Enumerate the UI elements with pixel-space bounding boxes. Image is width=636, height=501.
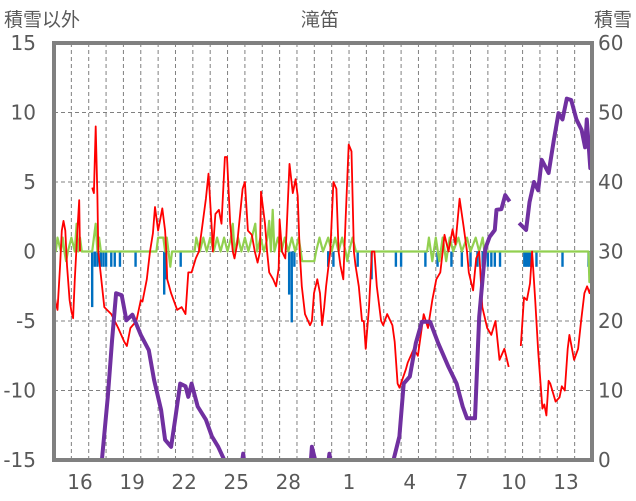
left-tick-label: -15 [3, 448, 36, 472]
right-tick-label: 0 [598, 448, 611, 472]
chart-title: 滝笛 [301, 9, 339, 31]
blue-bars-bar [526, 251, 529, 267]
blue-bars-bar [134, 251, 137, 267]
x-tick-label: 16 [67, 470, 92, 494]
blue-bars-bar [118, 251, 122, 267]
x-tick-label: 4 [403, 470, 416, 494]
right-tick-label: 60 [598, 31, 623, 55]
x-tick-label: 1 [343, 470, 356, 494]
blue-bars-bar [96, 251, 99, 267]
right-tick-label: 30 [598, 240, 623, 264]
x-tick-label: 22 [171, 470, 196, 494]
blue-bars-bar [469, 251, 472, 267]
blue-bars-bar [287, 251, 291, 295]
blue-bars-bar [327, 251, 330, 267]
left-axis-title: 積雪以外 [4, 9, 80, 31]
blue-bars-bar [399, 251, 403, 267]
red-line [53, 199, 81, 320]
blue-bars-bar [450, 251, 453, 267]
right-tick-label: 10 [598, 379, 623, 403]
right-tick-label: 20 [598, 309, 623, 333]
left-tick-label: 15 [11, 31, 36, 55]
blue-bars-bar [493, 251, 497, 267]
blue-bars-bar [163, 251, 166, 295]
blue-bars-bar [460, 251, 464, 267]
blue-bars-bar [394, 251, 398, 267]
blue-bars-bar [102, 251, 105, 267]
blue-bars-bar [436, 251, 439, 267]
plot-frame [52, 41, 594, 462]
right-tick-label: 50 [598, 101, 623, 125]
left-tick-label: 5 [23, 170, 36, 194]
x-tick-label: 19 [119, 470, 144, 494]
left-tick-label: -5 [16, 309, 36, 333]
left-tick-label: 0 [23, 240, 36, 264]
snow-depth [517, 96, 594, 232]
blue-bars-bar [561, 251, 564, 267]
blue-bars-bar [93, 251, 96, 267]
x-tick-label: 28 [276, 470, 301, 494]
blue-bars-bar [528, 251, 531, 267]
left-tick-label: -10 [3, 379, 36, 403]
x-tick-label: 10 [501, 470, 526, 494]
blue-bars-bar [535, 251, 538, 267]
blue-bars-bar [523, 251, 526, 267]
x-tick-label: 13 [553, 470, 578, 494]
blue-bars-bar [332, 251, 335, 267]
blue-bars-bar [90, 251, 94, 308]
blue-bars-bar [293, 251, 296, 267]
right-axis-title: 積雪 [594, 9, 632, 31]
blue-bars-bar [113, 251, 116, 267]
blue-bars-bar [476, 251, 479, 267]
blue-bars-bar [290, 251, 293, 323]
blue-bars-bar [179, 251, 182, 267]
left-tick-label: 10 [11, 101, 36, 125]
blue-bars-bar [498, 251, 502, 267]
blue-bars-bar [356, 251, 359, 267]
green-line [52, 208, 592, 284]
blue-bars-bar [524, 251, 528, 267]
plot-area [52, 96, 594, 462]
right-tick-label: 40 [598, 170, 623, 194]
red-line [519, 250, 593, 417]
blue-bars-bar [490, 251, 493, 267]
blue-bars-bar [104, 251, 108, 267]
blue-bars-bar [99, 251, 103, 267]
x-tick-label: 25 [223, 470, 248, 494]
blue-bars-bar [486, 251, 490, 267]
x-tick-label: 7 [455, 470, 468, 494]
blue-bars-bar [110, 251, 113, 267]
blue-bars-bar [424, 251, 427, 267]
